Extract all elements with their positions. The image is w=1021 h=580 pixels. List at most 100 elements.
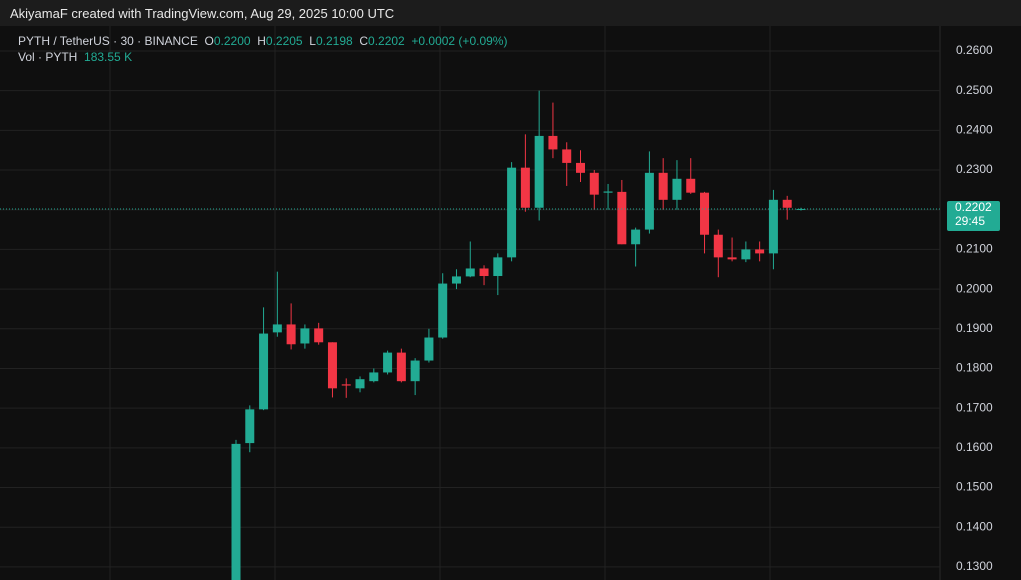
candle	[327, 342, 337, 398]
candle	[562, 142, 572, 186]
candle	[658, 158, 668, 210]
y-tick-label: 0.2600	[956, 43, 993, 57]
body	[796, 208, 806, 210]
body	[755, 249, 765, 254]
body	[451, 276, 461, 284]
symbol: PYTH / TetherUS · 30 · BINANCE	[18, 34, 198, 48]
legend-row: Vol · PYTH 183.55 K	[18, 49, 507, 65]
candle	[700, 191, 710, 254]
y-tick-label: 0.1900	[956, 321, 993, 335]
candle	[589, 170, 599, 210]
body	[534, 135, 544, 208]
countdown: 29:45	[955, 214, 985, 228]
body	[245, 409, 255, 444]
body	[631, 229, 641, 245]
y-tick-label: 0.1500	[956, 480, 993, 494]
y-tick-label: 0.1400	[956, 519, 993, 533]
body	[672, 178, 682, 200]
candle	[727, 237, 737, 262]
volume-label: Vol · PYTH	[18, 50, 78, 64]
y-tick-label: 0.1600	[956, 440, 993, 454]
candle	[713, 229, 723, 278]
y-tick-label: 0.1300	[956, 559, 993, 573]
body	[231, 443, 241, 580]
y-tick-label: 0.2300	[956, 162, 993, 176]
candle	[672, 160, 682, 210]
o-value: 0.2200	[213, 34, 251, 48]
body	[396, 352, 406, 382]
c-value: 0.2202	[368, 34, 405, 48]
volume-value: 183.55 K	[84, 50, 133, 64]
candle	[631, 227, 641, 267]
body	[727, 257, 737, 260]
y-tick-label: 0.2500	[956, 83, 993, 97]
body	[562, 149, 572, 163]
body	[493, 257, 503, 277]
candle	[644, 151, 654, 234]
candle	[479, 265, 489, 286]
body	[700, 192, 710, 235]
body	[286, 324, 296, 345]
body	[768, 199, 778, 254]
body	[576, 162, 585, 173]
candle	[272, 271, 282, 337]
candle	[286, 303, 296, 350]
candle	[796, 207, 806, 211]
candle	[493, 253, 503, 296]
candle	[617, 179, 627, 245]
body	[658, 172, 668, 200]
y-tick-label: 0.2400	[956, 123, 993, 137]
body	[259, 333, 269, 410]
y-tick-label: 0.2100	[956, 242, 993, 256]
body	[355, 379, 365, 389]
body	[465, 268, 475, 277]
candle	[741, 241, 751, 263]
price-label: 0.2202	[955, 200, 992, 214]
candle	[507, 162, 517, 262]
candle	[424, 328, 434, 363]
body	[603, 191, 613, 193]
candle	[755, 241, 765, 262]
body	[300, 328, 310, 344]
body	[369, 372, 379, 382]
o-label: O	[204, 34, 214, 48]
candle	[520, 134, 530, 212]
body	[520, 167, 530, 208]
body	[438, 283, 448, 338]
c-label: C	[359, 34, 369, 48]
candle	[314, 322, 324, 345]
candle	[686, 158, 696, 194]
candle	[231, 439, 241, 580]
body	[548, 135, 558, 150]
body	[782, 199, 792, 208]
legend: PYTH / TetherUS · 30 · BINANCE O0.2200 H…	[18, 33, 507, 65]
candle	[259, 307, 269, 411]
body	[383, 352, 393, 373]
candle	[245, 405, 255, 453]
candle	[410, 358, 420, 396]
l-label: L	[309, 34, 316, 48]
header: AkiyamaF created with TradingView.com, A…	[0, 0, 1021, 26]
body	[507, 167, 517, 258]
candle	[465, 241, 475, 278]
candle	[341, 378, 351, 398]
l-value: 0.2198	[315, 34, 353, 48]
candle	[383, 350, 393, 375]
y-tick-label: 0.1700	[956, 400, 993, 414]
candle	[576, 150, 585, 182]
candle	[396, 348, 406, 383]
body	[741, 249, 751, 260]
body	[272, 324, 282, 333]
body	[424, 337, 434, 361]
legend-row: PYTH / TetherUS · 30 · BINANCE O0.2200 H…	[18, 33, 507, 49]
candle	[438, 273, 448, 339]
body	[479, 268, 489, 277]
y-tick-label: 0.2000	[956, 281, 993, 295]
candle	[355, 376, 365, 393]
body	[686, 178, 696, 193]
candle	[369, 368, 379, 383]
candle	[300, 324, 310, 349]
change: +0.0002 (+0.09%)	[411, 34, 508, 48]
